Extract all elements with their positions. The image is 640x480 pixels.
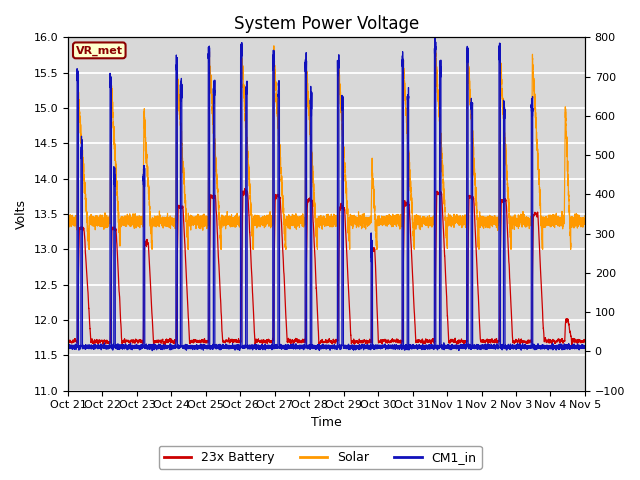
CM1_in (64, 344, 72, 350)
Solar (296, 221, 304, 227)
23x Battery (581, 339, 589, 345)
Solar (64, 214, 72, 219)
23x Battery (241, 186, 248, 192)
23x Battery (452, 339, 460, 345)
23x Battery (83, 260, 90, 266)
Solar (85, 247, 93, 252)
23x Battery (568, 344, 576, 350)
Solar (198, 221, 206, 227)
23x Battery (515, 337, 523, 343)
CM1_in (581, 343, 589, 349)
CM1_in (198, 344, 206, 349)
23x Battery (223, 338, 230, 344)
Line: 23x Battery: 23x Battery (68, 189, 585, 347)
Solar (223, 218, 230, 224)
CM1_in (223, 343, 230, 349)
Line: CM1_in: CM1_in (68, 37, 585, 351)
Legend: 23x Battery, Solar, CM1_in: 23x Battery, Solar, CM1_in (159, 446, 481, 469)
Solar (452, 218, 460, 224)
CM1_in (452, 345, 460, 350)
Y-axis label: Volts: Volts (15, 199, 28, 229)
CM1_in (148, 348, 156, 354)
CM1_in (296, 345, 304, 350)
23x Battery (198, 338, 206, 344)
23x Battery (296, 338, 304, 344)
Line: Solar: Solar (68, 46, 585, 250)
Title: System Power Voltage: System Power Voltage (234, 15, 419, 33)
CM1_in (515, 343, 523, 348)
Solar (515, 219, 523, 225)
Solar (581, 213, 589, 219)
CM1_in (431, 35, 439, 40)
X-axis label: Time: Time (311, 416, 342, 429)
23x Battery (64, 341, 72, 347)
CM1_in (83, 345, 90, 351)
Solar (270, 43, 278, 48)
Solar (83, 195, 90, 201)
Text: VR_met: VR_met (76, 45, 123, 56)
